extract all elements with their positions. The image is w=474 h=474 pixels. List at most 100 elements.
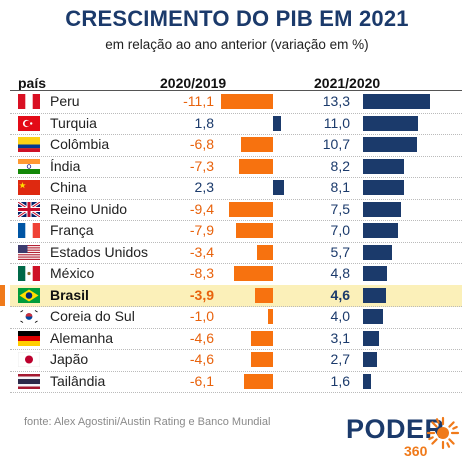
value-label-2020-2019: -1,0 bbox=[189, 308, 214, 324]
japan-flag-icon bbox=[18, 352, 40, 367]
bar-2021-2020 bbox=[363, 94, 430, 109]
country-label: Índia bbox=[50, 157, 81, 174]
bar-2021-2020 bbox=[363, 137, 417, 152]
value-label-2021-2020: 4,8 bbox=[330, 265, 350, 281]
country-label: Japão bbox=[50, 351, 89, 367]
country-label: Turquia bbox=[50, 114, 97, 131]
table-row: Tailândia -6,1 1,6 bbox=[10, 371, 462, 393]
value-label-2020-2019: 1,8 bbox=[194, 114, 214, 131]
value-label-2020-2019: -7,9 bbox=[189, 222, 214, 238]
highlight-marker bbox=[0, 284, 5, 306]
bar-2020-2019 bbox=[244, 373, 273, 389]
bar-2020-2019 bbox=[235, 223, 273, 238]
bar-2020-2019 bbox=[273, 180, 284, 195]
uk-flag-icon bbox=[18, 201, 40, 217]
value-label-2021-2020: 8,2 bbox=[330, 157, 350, 174]
bar-2020-2019 bbox=[268, 309, 273, 324]
bar-2020-2019 bbox=[251, 352, 273, 367]
value-label-2021-2020: 8,1 bbox=[330, 179, 350, 195]
france-flag-icon bbox=[18, 223, 40, 238]
mexico-flag-icon bbox=[18, 266, 40, 281]
turkey-flag-icon bbox=[18, 115, 40, 131]
value-label-2021-2020: 3,1 bbox=[330, 329, 350, 346]
india-flag-icon bbox=[18, 158, 40, 174]
bar-2021-2020 bbox=[363, 180, 404, 195]
value-label-2021-2020: 10,7 bbox=[322, 136, 350, 152]
thailand-flag-icon bbox=[18, 373, 40, 389]
table-row: Coreia do Sul -1,0 4,0 bbox=[10, 306, 462, 329]
bar-2021-2020 bbox=[363, 352, 377, 367]
logo-number: 360 bbox=[404, 443, 428, 459]
header-divider bbox=[10, 90, 462, 91]
chart-title: CRESCIMENTO DO PIB EM 2021 bbox=[65, 6, 409, 31]
bar-2021-2020 bbox=[363, 115, 419, 131]
peru-flag-icon bbox=[18, 94, 40, 109]
bar-2021-2020 bbox=[363, 330, 379, 346]
table-row: Reino Unido -9,4 7,5 bbox=[10, 199, 462, 221]
value-label-2020-2019: -9,4 bbox=[189, 200, 214, 217]
bar-2020-2019 bbox=[251, 330, 273, 346]
bar-2020-2019 bbox=[234, 266, 273, 281]
usa-flag-icon bbox=[18, 244, 40, 260]
country-label: China bbox=[50, 179, 87, 195]
value-label-2020-2019: -7,3 bbox=[189, 157, 214, 174]
colombia-flag-icon bbox=[18, 137, 40, 152]
table-row: México -8,3 4,8 bbox=[10, 263, 462, 286]
bar-2020-2019 bbox=[221, 94, 273, 109]
table-row: Estados Unidos -3,4 5,7 bbox=[10, 242, 462, 264]
sun-icon bbox=[426, 416, 460, 450]
header-2021-2020: 2021/2020 bbox=[314, 75, 381, 91]
country-label: Peru bbox=[50, 93, 80, 109]
bar-2021-2020 bbox=[363, 287, 387, 303]
value-label-2021-2020: 1,6 bbox=[330, 372, 350, 389]
bar-2020-2019 bbox=[254, 287, 273, 303]
value-label-2021-2020: 4,6 bbox=[330, 286, 350, 303]
value-label-2020-2019: -11,1 bbox=[183, 93, 214, 109]
value-label-2021-2020: 4,0 bbox=[330, 308, 350, 324]
bar-2020-2019 bbox=[241, 137, 273, 152]
bar-2021-2020 bbox=[363, 309, 384, 324]
china-flag-icon bbox=[18, 180, 40, 195]
country-label: Reino Unido bbox=[50, 200, 128, 217]
country-label: Estados Unidos bbox=[50, 243, 149, 260]
table-row: França -7,9 7,0 bbox=[10, 220, 462, 243]
value-label-2021-2020: 11,0 bbox=[323, 114, 350, 131]
value-label-2021-2020: 7,5 bbox=[330, 200, 350, 217]
brazil-flag-icon bbox=[18, 287, 40, 303]
table-row: Colômbia -6,8 10,7 bbox=[10, 134, 462, 157]
value-label-2021-2020: 2,7 bbox=[330, 351, 350, 367]
country-label: México bbox=[50, 265, 95, 281]
bar-2021-2020 bbox=[363, 201, 401, 217]
bar-2021-2020 bbox=[363, 266, 388, 281]
table-row: Índia -7,3 8,2 bbox=[10, 156, 462, 178]
country-label: Alemanha bbox=[50, 329, 114, 346]
value-label-2020-2019: -3,9 bbox=[189, 286, 214, 303]
bar-2020-2019 bbox=[273, 115, 282, 131]
poder360-logo: PODER 360 bbox=[346, 412, 466, 464]
table-row: Japão -4,6 2,7 bbox=[10, 349, 462, 372]
bar-2021-2020 bbox=[363, 373, 372, 389]
chart-subtitle: em relação ao ano anterior (variação em … bbox=[105, 37, 369, 52]
bar-2020-2019 bbox=[228, 201, 273, 217]
value-label-2020-2019: 2,3 bbox=[194, 179, 214, 195]
south-korea-flag-icon bbox=[18, 309, 40, 324]
bar-2020-2019 bbox=[238, 158, 273, 174]
value-label-2020-2019: -3,4 bbox=[189, 243, 214, 260]
logo-text: PODER bbox=[346, 414, 445, 444]
table-row: Turquia 1,8 11,0 bbox=[10, 113, 462, 135]
header-2020-2019: 2020/2019 bbox=[160, 75, 227, 91]
value-label-2020-2019: -4,6 bbox=[189, 329, 214, 346]
table-row: Brasil -3,9 4,6 bbox=[0, 284, 462, 307]
germany-flag-icon bbox=[18, 330, 40, 346]
bar-2021-2020 bbox=[363, 223, 399, 238]
table-row: China 2,3 8,1 bbox=[10, 177, 462, 200]
value-label-2021-2020: 13,3 bbox=[322, 93, 350, 109]
value-label-2021-2020: 5,7 bbox=[330, 243, 350, 260]
bar-2021-2020 bbox=[363, 244, 392, 260]
source-note: fonte: Alex Agostini/Austin Rating e Ban… bbox=[24, 416, 271, 428]
country-label: França bbox=[50, 222, 94, 238]
header-country: país bbox=[18, 75, 47, 91]
value-label-2020-2019: -6,1 bbox=[189, 372, 214, 389]
value-label-2021-2020: 7,0 bbox=[330, 222, 350, 238]
country-label: Brasil bbox=[50, 286, 89, 303]
